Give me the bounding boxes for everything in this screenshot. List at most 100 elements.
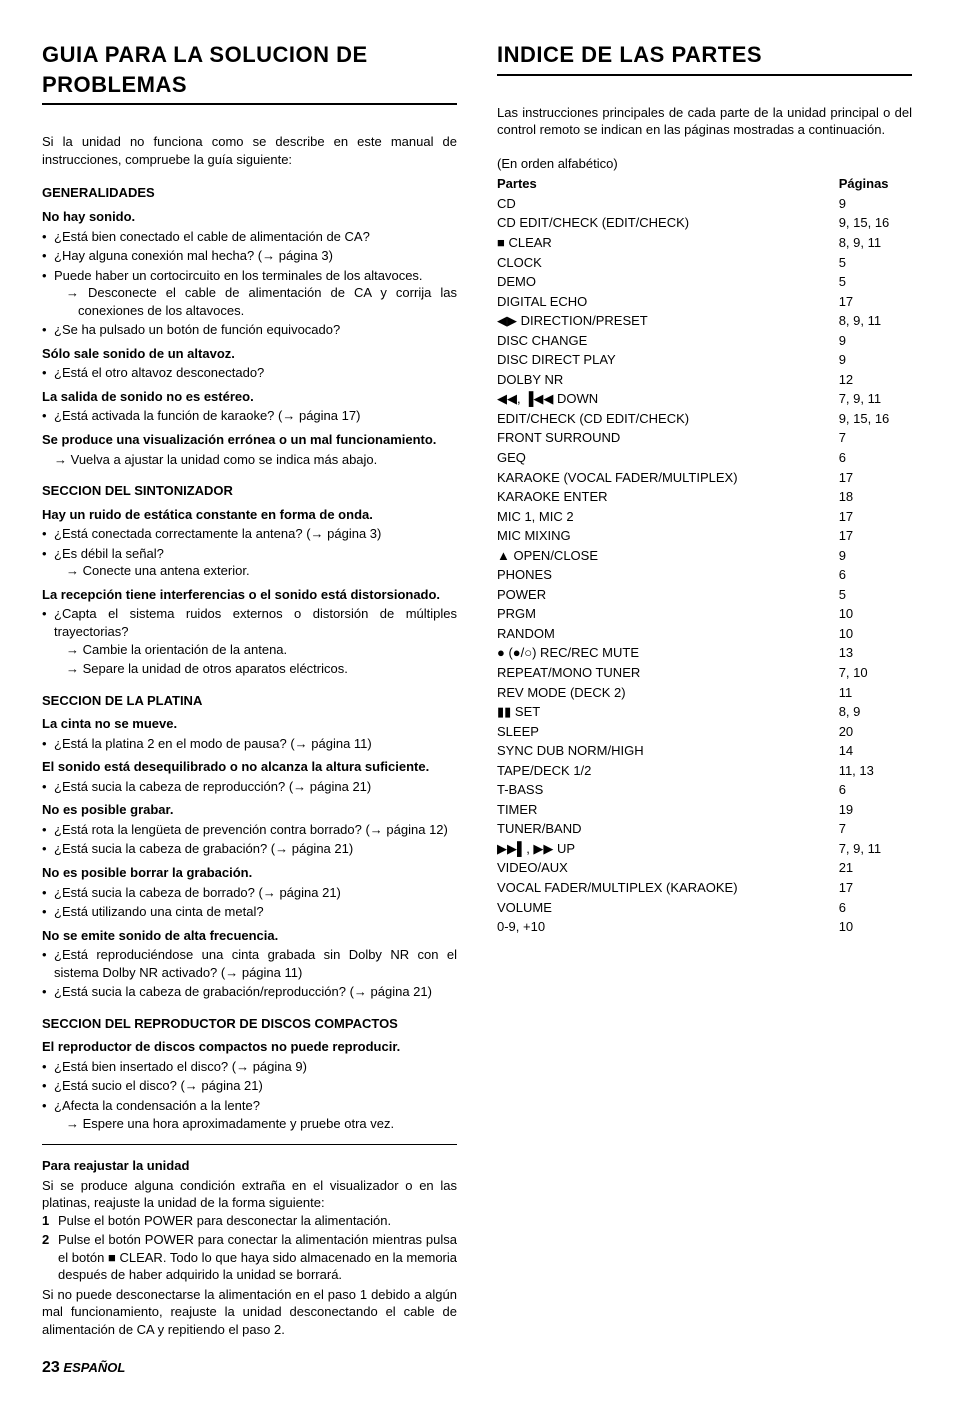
index-part: FRONT SURROUND [497, 428, 831, 448]
sub-interferencias: La recepción tiene interferencias o el s… [42, 586, 457, 604]
index-part: DOLBY NR [497, 370, 831, 390]
index-row: TUNER/BAND7 [497, 819, 912, 839]
index-pages: 9, 15, 16 [831, 213, 912, 233]
index-part: TAPE/DECK 1/2 [497, 761, 831, 781]
header-partes: Partes [497, 174, 831, 194]
index-part: MIC MIXING [497, 526, 831, 546]
bullet: ¿Está la platina 2 en el modo de pausa? … [42, 735, 457, 753]
sub-no-grabar: No es posible grabar. [42, 801, 457, 819]
index-row: DOLBY NR12 [497, 370, 912, 390]
index-part: POWER [497, 585, 831, 605]
index-row: SLEEP20 [497, 722, 912, 742]
index-row: GEQ6 [497, 448, 912, 468]
index-row: POWER5 [497, 585, 912, 605]
sub-desequilibrado: El sonido está desequilibrado o no alcan… [42, 758, 457, 776]
sub-cd-no-play: El reproductor de discos compactos no pu… [42, 1038, 457, 1056]
arrow-line: Vuelva a ajustar la unidad como se indic… [42, 451, 457, 469]
step-2: 2Pulse el botón POWER para conectar la a… [42, 1231, 457, 1284]
index-part: REPEAT/MONO TUNER [497, 663, 831, 683]
bullets: ¿Está activada la función de karaoke? (→… [42, 407, 457, 425]
index-pages: 8, 9, 11 [831, 233, 912, 253]
index-part: KARAOKE ENTER [497, 487, 831, 507]
sub-ruido-estatica: Hay un ruido de estática constante en fo… [42, 506, 457, 524]
bullet-text: Puede haber un cortocircuito en los term… [54, 268, 423, 283]
index-table: Partes Páginas CD9CD EDIT/CHECK (EDIT/CH… [497, 174, 912, 936]
index-header-row: Partes Páginas [497, 174, 912, 194]
index-pages: 7, 9, 11 [831, 839, 912, 859]
bullet: ¿Está sucio el disco? (→ página 21) [42, 1077, 457, 1095]
index-pages: 10 [831, 604, 912, 624]
index-row: ▮▮ SET8, 9 [497, 702, 912, 722]
sub-no-borrar: No es posible borrar la grabación. [42, 864, 457, 882]
index-pages: 7, 10 [831, 663, 912, 683]
reset-intro: Si se produce alguna condición extraña e… [42, 1177, 457, 1212]
sub-no-estereo: La salida de sonido no es estéreo. [42, 388, 457, 406]
index-pages: 8, 9, 11 [831, 311, 912, 331]
index-part: ◀◀, ▐◀◀ DOWN [497, 389, 831, 409]
index-row: KARAOKE ENTER18 [497, 487, 912, 507]
index-part: KARAOKE (VOCAL FADER/MULTIPLEX) [497, 468, 831, 488]
bullets: ¿Está la platina 2 en el modo de pausa? … [42, 735, 457, 753]
index-part: PRGM [497, 604, 831, 624]
index-row: ▶▶▌, ▶▶ UP7, 9, 11 [497, 839, 912, 859]
index-row: CLOCK5 [497, 253, 912, 273]
index-pages: 8, 9 [831, 702, 912, 722]
index-part: ▶▶▌, ▶▶ UP [497, 839, 831, 859]
header-paginas: Páginas [831, 174, 912, 194]
index-row: MIC MIXING17 [497, 526, 912, 546]
bullet: ¿Hay alguna conexión mal hecha? (→ págin… [42, 247, 457, 265]
index-pages: 21 [831, 858, 912, 878]
index-pages: 7 [831, 819, 912, 839]
sub-solo-sale: Sólo sale sonido de un altavoz. [42, 345, 457, 363]
bullet: ¿Está sucia la cabeza de grabación? (→ p… [42, 840, 457, 858]
index-pages: 9, 15, 16 [831, 409, 912, 429]
bullet-text: ¿Afecta la condensación a la lente? [54, 1098, 260, 1113]
index-row: DIGITAL ECHO17 [497, 292, 912, 312]
index-part: DISC CHANGE [497, 331, 831, 351]
bullet: Puede haber un cortocircuito en los term… [42, 267, 457, 320]
index-part: DIGITAL ECHO [497, 292, 831, 312]
bullets: ¿Está sucia la cabeza de borrado? (→ pág… [42, 884, 457, 921]
sub-visualizacion: Se produce una visualización errónea o u… [42, 431, 457, 449]
index-pages: 9 [831, 194, 912, 214]
index-part: DISC DIRECT PLAY [497, 350, 831, 370]
bullets: ¿Capta el sistema ruidos externos o dist… [42, 605, 457, 677]
page-number: 23 [42, 1359, 60, 1376]
index-pages: 9 [831, 331, 912, 351]
index-pages: 18 [831, 487, 912, 507]
index-part: ▮▮ SET [497, 702, 831, 722]
bullet: ¿Es débil la señal? Conecte una antena e… [42, 545, 457, 580]
divider [42, 1144, 457, 1145]
index-part: SLEEP [497, 722, 831, 742]
section-cd: SECCION DEL REPRODUCTOR DE DISCOS COMPAC… [42, 1015, 457, 1033]
footer: 23 ESPAÑOL [42, 1357, 457, 1379]
step-text: Pulse el botón POWER para conectar la al… [58, 1232, 457, 1282]
bullets: ¿Está conectada correctamente la antena?… [42, 525, 457, 580]
arrow-line: Conecte una antena exterior. [54, 562, 457, 580]
bullet: ¿Capta el sistema ruidos externos o dist… [42, 605, 457, 677]
index-part: DEMO [497, 272, 831, 292]
index-part: CD [497, 194, 831, 214]
index-part: ● (●/○) REC/REC MUTE [497, 643, 831, 663]
index-row: ■ CLEAR8, 9, 11 [497, 233, 912, 253]
step-1: 1Pulse el botón POWER para desconectar l… [42, 1212, 457, 1230]
index-part: MIC 1, MIC 2 [497, 507, 831, 527]
bullets: ¿Está bien insertado el disco? (→ página… [42, 1058, 457, 1132]
bullet: ¿Está sucia la cabeza de reproducción? (… [42, 778, 457, 796]
bullet-text: ¿Es débil la señal? [54, 546, 164, 561]
index-part: ◀▶ DIRECTION/PRESET [497, 311, 831, 331]
index-part: EDIT/CHECK (CD EDIT/CHECK) [497, 409, 831, 429]
bullets-no-hay-sonido: ¿Está bien conectado el cable de aliment… [42, 228, 457, 339]
reset-steps: 1Pulse el botón POWER para desconectar l… [42, 1212, 457, 1284]
index-part: T-BASS [497, 780, 831, 800]
index-row: KARAOKE (VOCAL FADER/MULTIPLEX)17 [497, 468, 912, 488]
index-part: TUNER/BAND [497, 819, 831, 839]
bullet: ¿Está conectada correctamente la antena?… [42, 525, 457, 543]
index-part: VIDEO/AUX [497, 858, 831, 878]
index-pages: 10 [831, 624, 912, 644]
index-row: SYNC DUB NORM/HIGH14 [497, 741, 912, 761]
index-pages: 17 [831, 526, 912, 546]
index-part: ■ CLEAR [497, 233, 831, 253]
arrow-line: Espere una hora aproximadamente y pruebe… [54, 1115, 457, 1133]
index-row: ◀◀, ▐◀◀ DOWN7, 9, 11 [497, 389, 912, 409]
